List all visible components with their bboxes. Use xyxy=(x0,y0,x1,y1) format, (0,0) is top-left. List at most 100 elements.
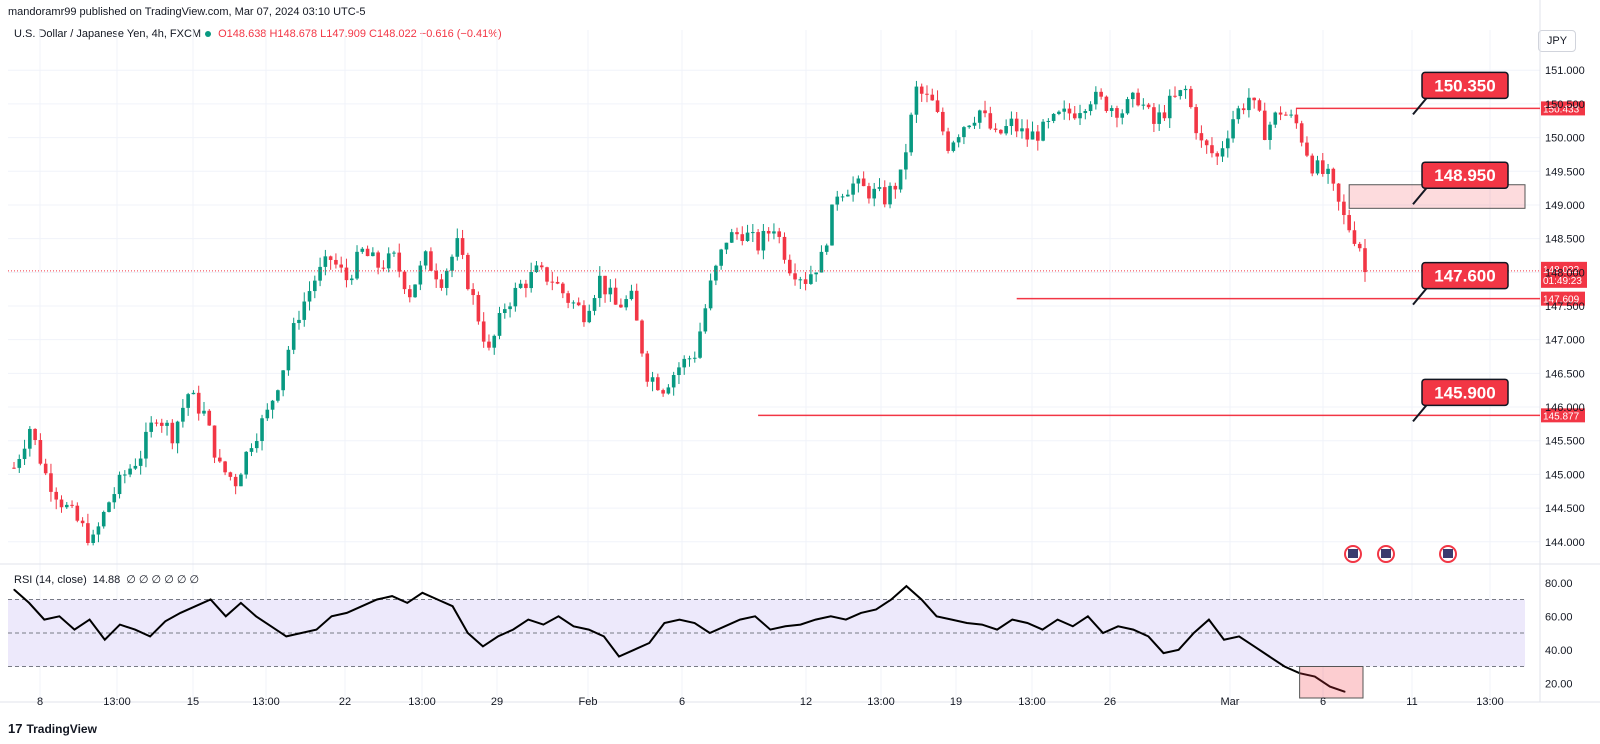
candle-body xyxy=(117,474,122,495)
candle-body xyxy=(930,94,935,101)
rsi-point xyxy=(43,619,45,621)
candle xyxy=(101,510,106,529)
candle xyxy=(402,269,407,295)
time-tick-label: 22 xyxy=(339,696,351,708)
candle xyxy=(1331,167,1336,191)
time-tick-label: 8 xyxy=(37,696,43,708)
rsi-point xyxy=(1087,615,1089,617)
candle xyxy=(761,223,766,260)
candle-body xyxy=(17,459,22,468)
rsi-point xyxy=(512,629,514,631)
time-tick-label: 26 xyxy=(1104,696,1116,708)
candle-body xyxy=(1331,168,1336,184)
rsi-point xyxy=(1283,665,1286,668)
axis-level-tag xyxy=(1541,291,1585,306)
candle xyxy=(703,304,708,334)
candle xyxy=(22,439,27,465)
candle-body xyxy=(619,304,623,308)
candle xyxy=(608,279,613,302)
currency-button[interactable]: JPY xyxy=(1538,30,1576,52)
candle-body xyxy=(254,441,259,449)
candle xyxy=(729,228,734,244)
candle xyxy=(43,458,48,476)
symbol-name[interactable]: U.S. Dollar / Japanese Yen, 4h, FXCM xyxy=(14,28,202,40)
candle xyxy=(524,279,528,298)
candle-body xyxy=(1136,92,1140,106)
price-tick-label: 146.500 xyxy=(1545,368,1585,380)
rsi-point xyxy=(1268,655,1270,658)
candle-body xyxy=(1157,112,1161,124)
candle-body xyxy=(824,245,829,252)
rsi-point xyxy=(1314,675,1316,678)
us-flag-icon xyxy=(1381,549,1391,558)
candle xyxy=(1305,136,1309,158)
candle xyxy=(1357,241,1362,252)
candle xyxy=(1130,91,1135,108)
candle xyxy=(75,502,80,523)
candle xyxy=(951,140,956,153)
candle xyxy=(281,370,285,397)
candle-body xyxy=(1009,118,1014,127)
candle xyxy=(624,295,628,311)
rsi-point xyxy=(1102,632,1104,634)
candle-body xyxy=(576,302,581,306)
candle xyxy=(191,390,196,395)
candle-body xyxy=(460,238,465,255)
candle xyxy=(212,425,217,464)
candle-body xyxy=(260,418,264,442)
candle xyxy=(1014,112,1019,138)
last-price-tag xyxy=(1541,261,1587,288)
candle xyxy=(846,189,850,197)
candle-body xyxy=(75,505,80,521)
candle-body xyxy=(1342,201,1346,216)
candle-body xyxy=(502,309,507,314)
candle xyxy=(1199,125,1204,148)
candle xyxy=(1320,153,1325,177)
candle xyxy=(946,127,950,154)
axis-level-label: 150.433 xyxy=(1543,104,1580,115)
candle-body xyxy=(54,491,59,500)
candle-body xyxy=(1231,119,1235,139)
candle xyxy=(930,88,935,101)
candle xyxy=(1247,88,1251,118)
candle-body xyxy=(1347,215,1351,231)
callout-pointer xyxy=(1412,286,1429,306)
candle-body xyxy=(904,152,908,170)
candle xyxy=(1115,105,1119,128)
candle xyxy=(740,226,745,246)
candle xyxy=(888,182,892,209)
candle-body xyxy=(212,425,217,458)
candle-body xyxy=(371,252,375,257)
candle-body xyxy=(318,266,322,281)
candle-body xyxy=(355,251,359,279)
candle xyxy=(1125,96,1130,115)
candle xyxy=(1078,104,1082,126)
price-tick-label: 149.000 xyxy=(1545,200,1585,212)
footer-brand[interactable]: 17 TradingView xyxy=(8,721,97,736)
candle-body xyxy=(492,335,497,348)
time-tick-label: 13:00 xyxy=(1476,696,1504,708)
candle-body xyxy=(302,301,307,320)
time-tick-label: 6 xyxy=(679,696,685,708)
candle xyxy=(80,517,85,527)
candle-body xyxy=(1189,88,1193,108)
candle xyxy=(96,522,101,543)
candle-body xyxy=(181,407,185,422)
candle xyxy=(408,285,412,303)
rsi-empty-values: ∅ ∅ ∅ ∅ ∅ ∅ xyxy=(126,574,200,586)
candle xyxy=(513,282,518,312)
candle-body xyxy=(434,270,438,280)
rsi-name[interactable]: RSI (14, close) xyxy=(14,574,87,586)
candle-body xyxy=(1099,91,1103,97)
rsi-point xyxy=(966,622,968,624)
candle-body xyxy=(993,128,998,130)
candle xyxy=(28,426,32,457)
candle xyxy=(1062,100,1066,120)
callout-pointer xyxy=(1412,95,1429,116)
candle-body xyxy=(650,377,655,382)
candle xyxy=(91,529,95,546)
rsi-point xyxy=(194,605,197,607)
candle-body xyxy=(550,281,555,283)
candle-body xyxy=(265,409,270,419)
